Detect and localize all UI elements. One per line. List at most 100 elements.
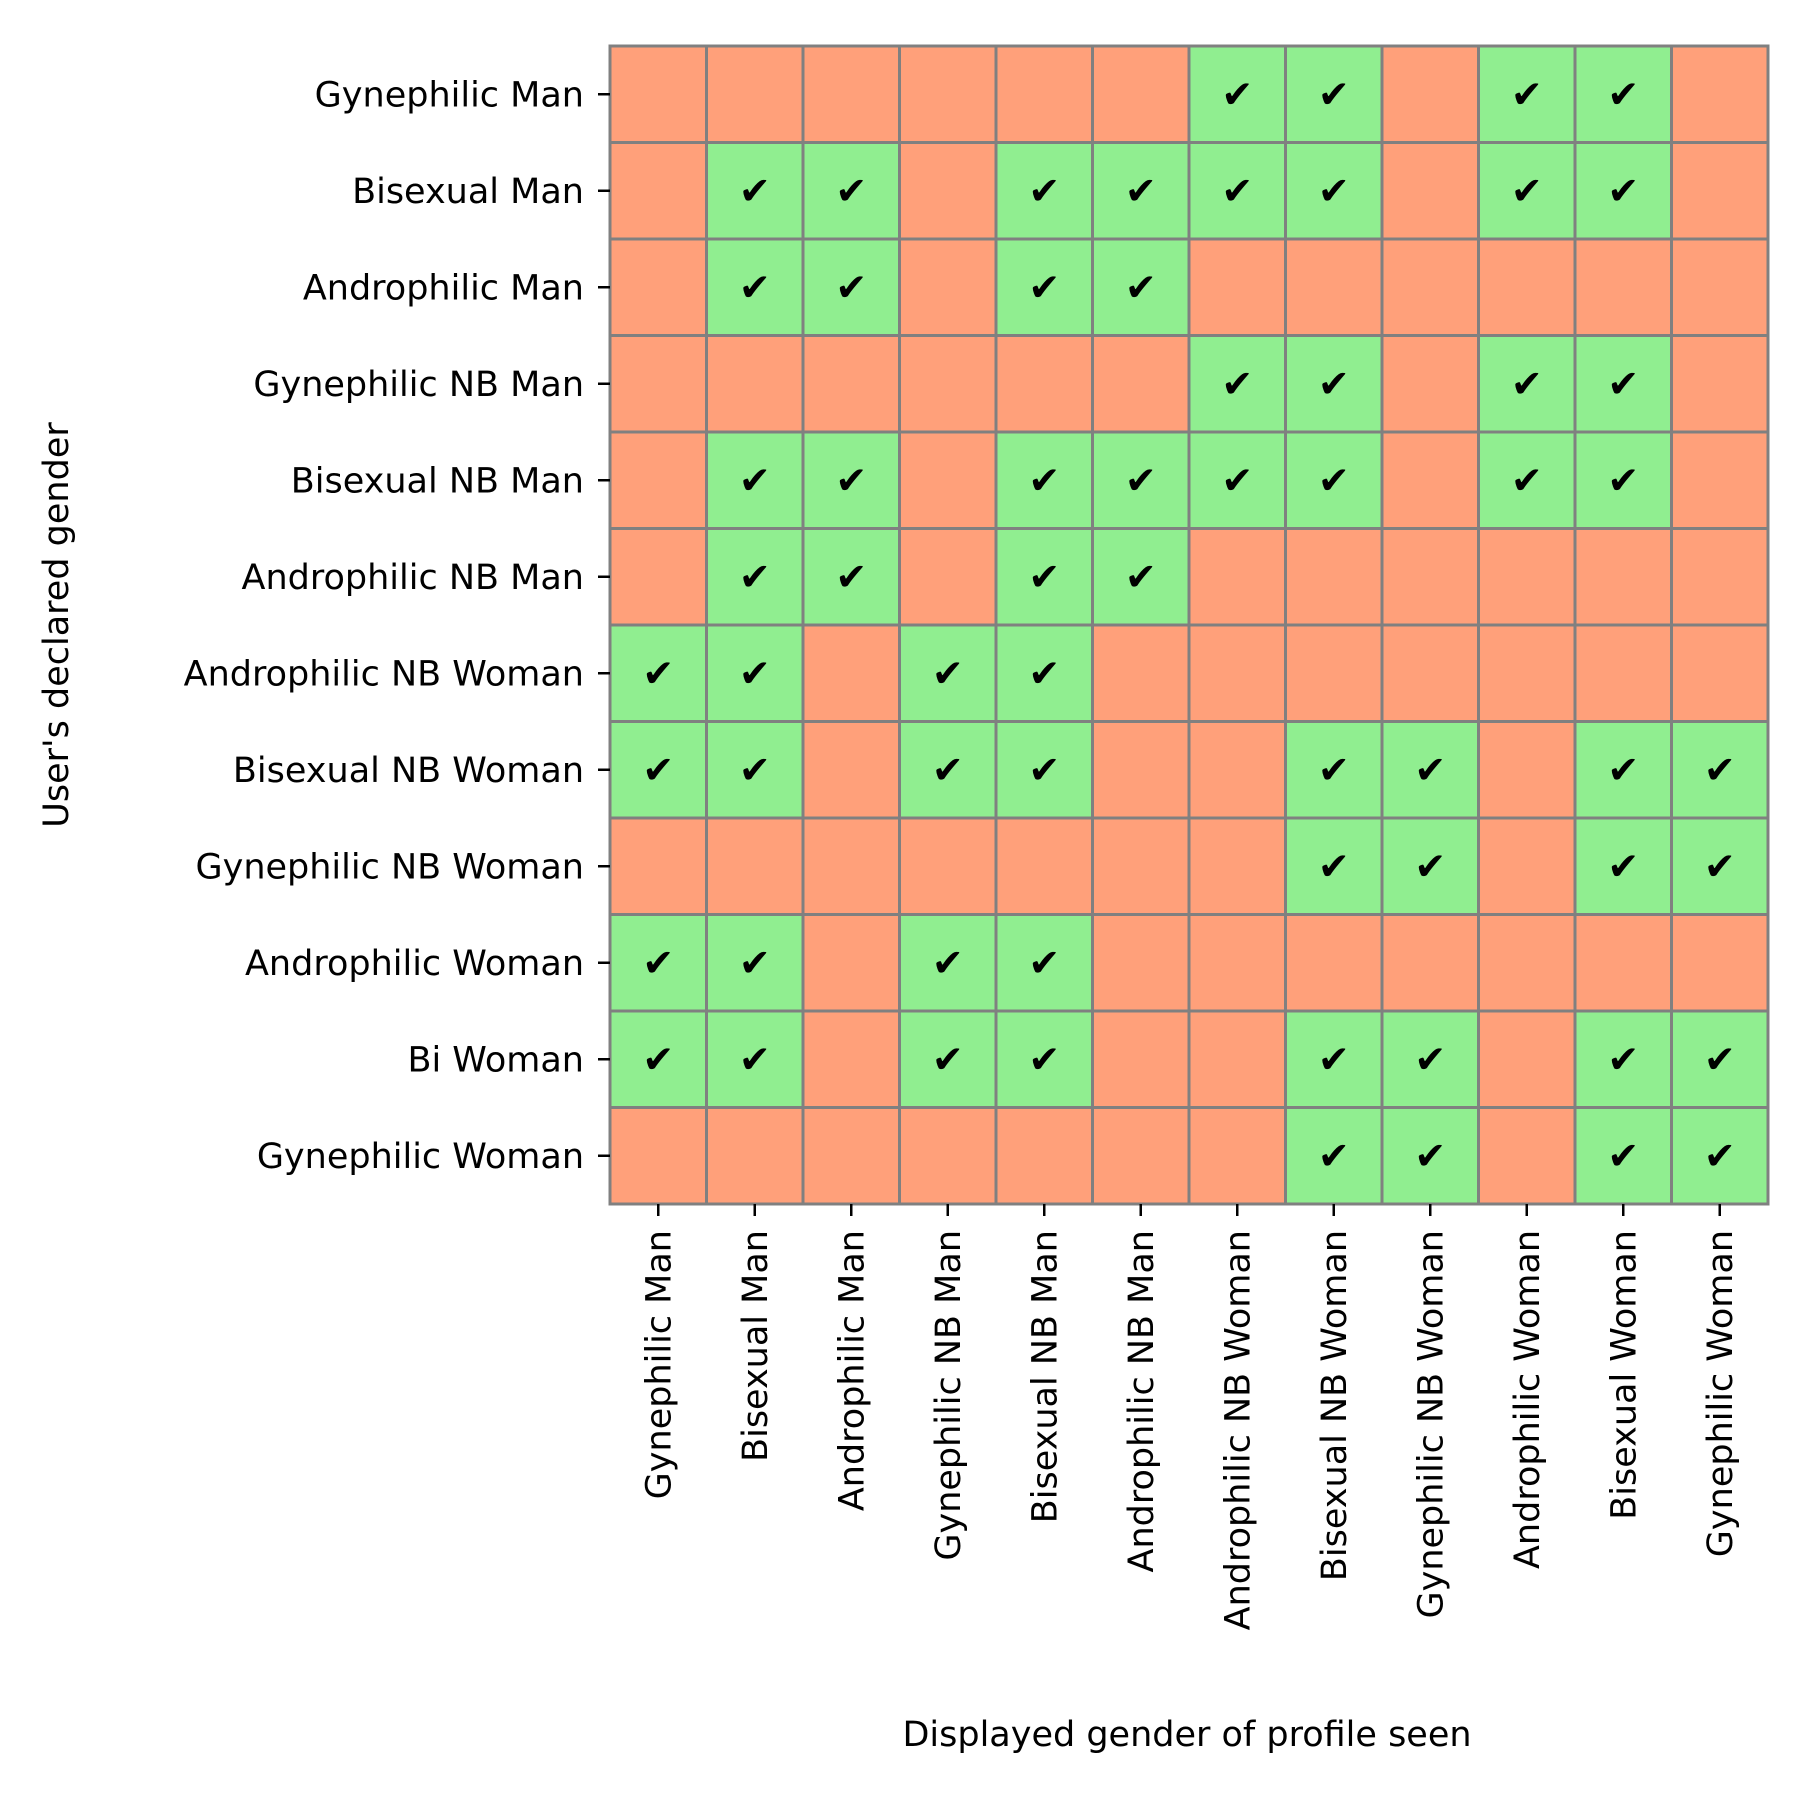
heatmap-cell <box>1573 913 1673 1013</box>
check-mark: ✔ <box>1221 169 1253 213</box>
heatmap-cell <box>608 816 708 916</box>
check-mark: ✔ <box>1511 169 1543 213</box>
heatmap-cell <box>994 1009 1094 1109</box>
heatmap-cell <box>1091 913 1191 1013</box>
heatmap-cell <box>1187 623 1287 723</box>
check-mark: ✔ <box>1607 72 1639 116</box>
check-mark: ✔ <box>1318 169 1350 213</box>
check-mark: ✔ <box>1028 458 1060 502</box>
heatmap-cell <box>1380 44 1480 144</box>
check-mark: ✔ <box>739 941 771 985</box>
x-tick-label: Gynephilic NB Woman <box>1411 1230 1451 1619</box>
heatmap-cell <box>1477 720 1577 820</box>
heatmap-cell <box>801 816 901 916</box>
x-tick-label: Bisexual Woman <box>1604 1230 1644 1520</box>
heatmap-cell <box>1380 237 1480 337</box>
heatmap-cell <box>1284 141 1384 241</box>
check-mark: ✔ <box>1607 458 1639 502</box>
heatmap-cell <box>705 430 805 530</box>
check-mark: ✔ <box>1318 844 1350 888</box>
heatmap-cell <box>608 527 708 627</box>
heatmap-cell <box>801 334 901 434</box>
heatmap-cell <box>1670 334 1770 434</box>
heatmap-cell <box>705 816 805 916</box>
check-mark: ✔ <box>1028 748 1060 792</box>
x-tick-label: Bisexual NB Woman <box>1315 1230 1355 1581</box>
x-axis-title: Displayed gender of profile seen <box>902 1715 1471 1755</box>
heatmap-cell <box>994 1106 1094 1206</box>
x-tick-label: Bisexual Man <box>736 1230 776 1462</box>
heatmap-cell <box>1477 334 1577 434</box>
heatmap-cell <box>1091 623 1191 723</box>
heatmap-cell <box>898 430 998 530</box>
heatmap-cell <box>1187 720 1287 820</box>
heatmap-cell <box>898 913 998 1013</box>
check-mark: ✔ <box>1125 458 1157 502</box>
check-mark: ✔ <box>932 748 964 792</box>
check-mark: ✔ <box>932 1037 964 1081</box>
heatmap-cell <box>1670 44 1770 144</box>
heatmap-cell <box>1477 430 1577 530</box>
y-axis-title: User's declared gender <box>37 422 77 828</box>
heatmap-cell <box>994 527 1094 627</box>
heatmap-cell <box>801 913 901 1013</box>
heatmap-cell <box>1091 44 1191 144</box>
heatmap-cell <box>1477 913 1577 1013</box>
check-mark: ✔ <box>1414 1134 1446 1178</box>
check-mark: ✔ <box>1125 169 1157 213</box>
heatmap-cell <box>705 44 805 144</box>
heatmap-cell <box>1284 816 1384 916</box>
heatmap-cell <box>1380 816 1480 916</box>
x-axis: Gynephilic Man Bisexual Man Androphilic Ma… <box>639 1204 1741 1630</box>
heatmap-cell <box>1284 44 1384 144</box>
check-mark: ✔ <box>1704 748 1736 792</box>
heatmap-cell <box>801 430 901 530</box>
check-mark: ✔ <box>642 1037 674 1081</box>
heatmap-cell <box>1670 237 1770 337</box>
heatmap-cell <box>1380 141 1480 241</box>
check-mark: ✔ <box>1318 748 1350 792</box>
check-mark: ✔ <box>932 651 964 695</box>
check-mark: ✔ <box>1607 362 1639 406</box>
heatmap-cell <box>1573 334 1673 434</box>
heatmap-cell <box>1187 334 1287 434</box>
check-mark: ✔ <box>835 458 867 502</box>
check-mark: ✔ <box>1318 362 1350 406</box>
heatmap-cell <box>608 430 708 530</box>
check-mark: ✔ <box>739 1037 771 1081</box>
heatmap-cell <box>1477 816 1577 916</box>
heatmap-cell <box>1187 237 1287 337</box>
heatmap-cell <box>608 237 708 337</box>
check-mark: ✔ <box>1221 458 1253 502</box>
heatmap-cell <box>1670 1106 1770 1206</box>
heatmap-cell <box>898 816 998 916</box>
check-mark: ✔ <box>1028 941 1060 985</box>
heatmap-cell <box>705 1009 805 1109</box>
heatmap-cell <box>1091 237 1191 337</box>
heatmap-cell <box>608 44 708 144</box>
heatmap-cell <box>1091 334 1191 434</box>
heatmap-cell <box>705 527 805 627</box>
y-tick-label: Gynephilic Man <box>315 75 584 115</box>
heatmap-cell <box>801 720 901 820</box>
heatmap-check-marks: ✔ ✔ ✔ ✔ ✔ ✔ ✔ ✔ ✔ ✔ ✔ ✔ ✔ ✔ ✔ ✔ ✔ ✔ ✔ ✔ ✔ ✔ ✔ ✔ ✔ ✔ ✔ ✔ ✔ ✔ ✔ ✔ ✔ ✔ ✔ ✔ ✔ ✔ ✔ ✔… <box>642 72 1735 1178</box>
check-mark: ✔ <box>1221 362 1253 406</box>
heatmap-cell <box>994 430 1094 530</box>
check-mark: ✔ <box>739 458 771 502</box>
y-tick-label: Bi Woman <box>407 1040 584 1080</box>
check-mark: ✔ <box>1607 1037 1639 1081</box>
x-tick-label: Androphilic NB Man <box>1122 1230 1162 1572</box>
heatmap-cell <box>1670 913 1770 1013</box>
check-mark: ✔ <box>739 555 771 599</box>
heatmap-cell <box>1477 527 1577 627</box>
heatmap-cell <box>994 816 1094 916</box>
heatmap-cell <box>898 334 998 434</box>
check-mark: ✔ <box>835 555 867 599</box>
heatmap-cell <box>801 44 901 144</box>
x-tick-label: Gynephilic NB Man <box>929 1230 969 1561</box>
check-mark: ✔ <box>1607 748 1639 792</box>
heatmap-cell <box>1091 816 1191 916</box>
heatmap-cells <box>608 44 1770 1206</box>
heatmap-cell <box>1284 1106 1384 1206</box>
